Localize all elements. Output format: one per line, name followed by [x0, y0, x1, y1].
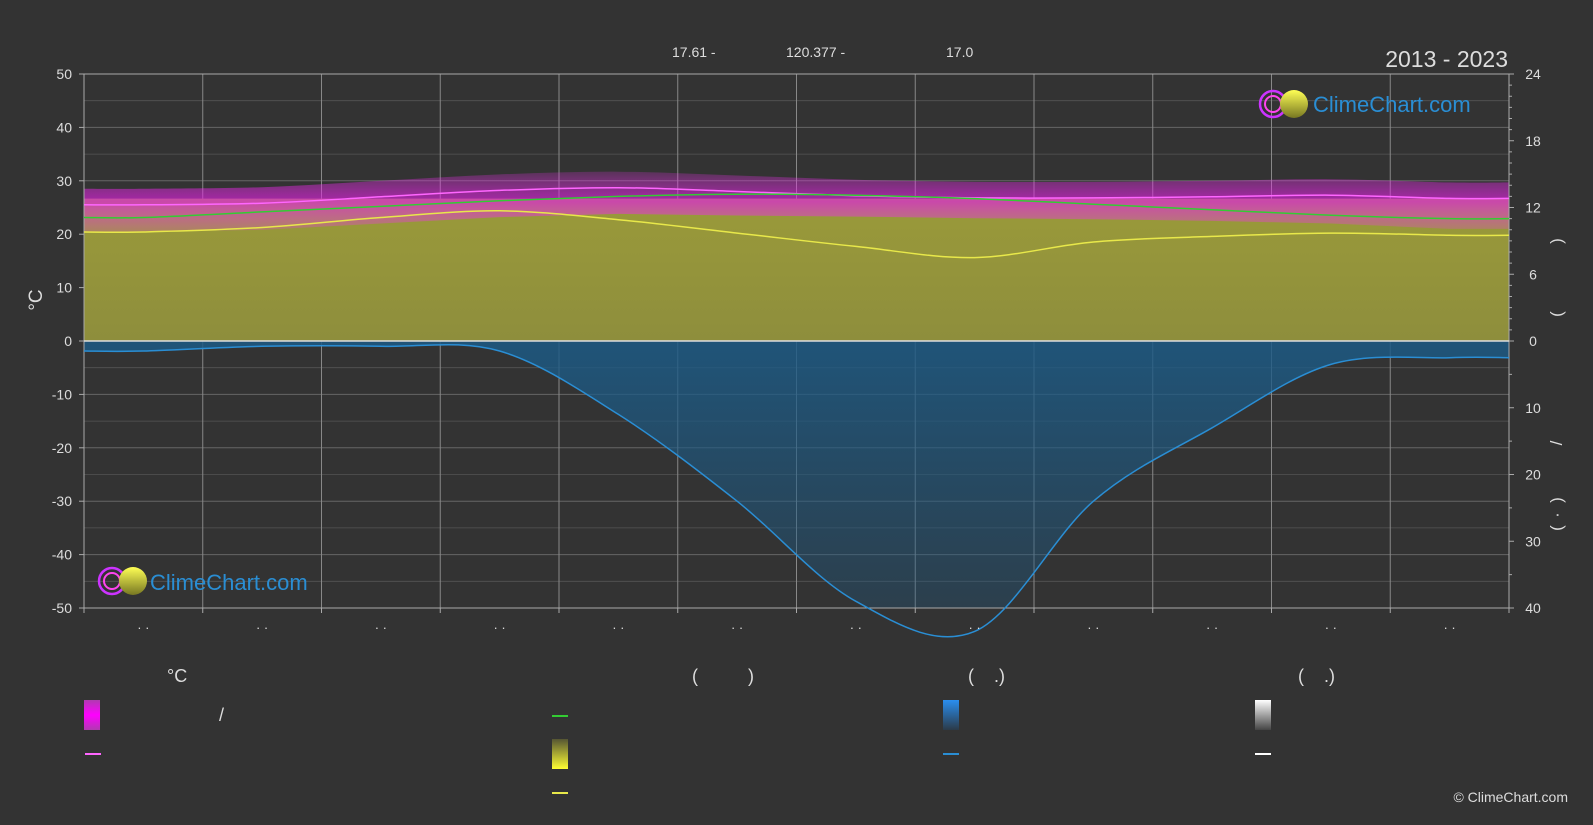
legend-item-temperature-range: /: [219, 705, 224, 725]
x-axis-month-label: · ·: [850, 620, 862, 635]
x-axis-month-label: · ·: [968, 620, 980, 635]
right-axis-bottom-label-slash: /: [1547, 440, 1566, 445]
left-axis-tick-label: -40: [52, 547, 72, 563]
x-axis-month-label: · ·: [375, 620, 387, 635]
longitude-label: 120.377 -: [786, 44, 845, 60]
series-daylight-line: [83, 193, 1510, 220]
right-axis-top-label-close: ): [1547, 238, 1566, 244]
right-axis-top-label-open: (: [1547, 311, 1566, 317]
left-axis-label: °C: [26, 289, 47, 310]
legend-header-sun: ( ): [692, 666, 754, 686]
magenta-gradient-swatch-icon: [84, 700, 100, 730]
left-axis-tick-label: -10: [52, 386, 72, 402]
right-axis-top-tick-label: 0: [1529, 333, 1537, 349]
x-axis-month-label: · ·: [731, 620, 743, 635]
x-axis-month-label: · ·: [137, 620, 149, 635]
right-axis-top: 24 18 12 6 0: [1509, 66, 1541, 349]
left-axis-tick-label: -50: [52, 600, 72, 616]
brand-logo-top: ClimeChart.com: [1258, 89, 1471, 119]
copyright-text: © ClimeChart.com: [1453, 789, 1568, 805]
x-axis-month-label: · ·: [612, 620, 624, 635]
temperature-band: [84, 171, 1509, 232]
plot-layers: [84, 74, 1509, 608]
right-axis-bottom-label-close: ): [1547, 497, 1566, 503]
x-axis: · · · · · · · · · · · · · · · · · · · · · · · ·: [83, 608, 1510, 635]
precipitation-area: [84, 341, 1509, 608]
left-axis-tick-label: -30: [52, 493, 72, 509]
left-axis-tick-label: 0: [64, 333, 72, 349]
series-precipitation-line: [83, 343, 1510, 638]
right-axis-bottom-label-open: (: [1547, 525, 1566, 531]
series-sunshine-line: [83, 210, 1510, 259]
elevation-label: 17.0: [946, 44, 973, 60]
logo-sun-icon: [119, 567, 147, 595]
right-axis-bottom: 10 20 30 40: [1509, 373, 1541, 616]
x-axis-month-label: · ·: [1443, 620, 1455, 635]
legend-header-snow: ( .): [1298, 666, 1335, 686]
blue-gradient-swatch-icon: [943, 700, 959, 730]
legend-header-temperature: °C: [167, 666, 187, 686]
series-lines: [83, 186, 1510, 638]
x-axis-month-label: · ·: [493, 620, 505, 635]
right-axis-top-tick-label: 24: [1525, 66, 1541, 82]
right-axis-bottom-tick-label: 20: [1525, 467, 1541, 483]
latitude-label: 17.61 -: [672, 44, 716, 60]
right-axis-bottom-label-dot: ·: [1547, 512, 1566, 518]
left-axis-tick-label: 10: [56, 280, 72, 296]
right-axis-top-tick-label: 6: [1529, 266, 1537, 282]
sunshine-area: [84, 198, 1509, 341]
logo-sun-icon: [1280, 90, 1308, 118]
period-label: 2013 - 2023: [1385, 46, 1508, 72]
x-axis-month-label: · ·: [1206, 620, 1218, 635]
right-axis-bottom-tick-label: 40: [1525, 600, 1541, 616]
right-axis-top-tick-label: 12: [1525, 200, 1541, 216]
x-axis-month-label: · ·: [256, 620, 268, 635]
left-axis-tick-label: 40: [56, 119, 72, 135]
x-axis-month-label: · ·: [1325, 620, 1337, 635]
brand-logo-bottom: ClimeChart.com: [97, 566, 308, 596]
left-axis-tick-label: 30: [56, 173, 72, 189]
left-axis-tick-label: -20: [52, 440, 72, 456]
left-axis-tick-label: 50: [56, 66, 72, 82]
right-axis-bottom-tick-label: 10: [1525, 400, 1541, 416]
brand-text-top: ClimeChart.com: [1313, 92, 1471, 117]
x-axis-month-label: · ·: [1087, 620, 1099, 635]
white-gradient-swatch-icon: [1255, 700, 1271, 730]
left-axis-tick-label: 20: [56, 226, 72, 242]
right-axis-bottom-tick-label: 30: [1525, 533, 1541, 549]
brand-text-bottom: ClimeChart.com: [150, 570, 308, 595]
legend: °C / ( ) ( .) ( .): [84, 666, 1335, 794]
legend-header-rain: ( .): [968, 666, 1005, 686]
yellow-gradient-swatch-icon: [552, 739, 568, 769]
right-axis-top-tick-label: 18: [1525, 133, 1541, 149]
left-axis: 50 40 30 20 10 0 -10 -20 -30 -40 -50: [52, 66, 84, 616]
